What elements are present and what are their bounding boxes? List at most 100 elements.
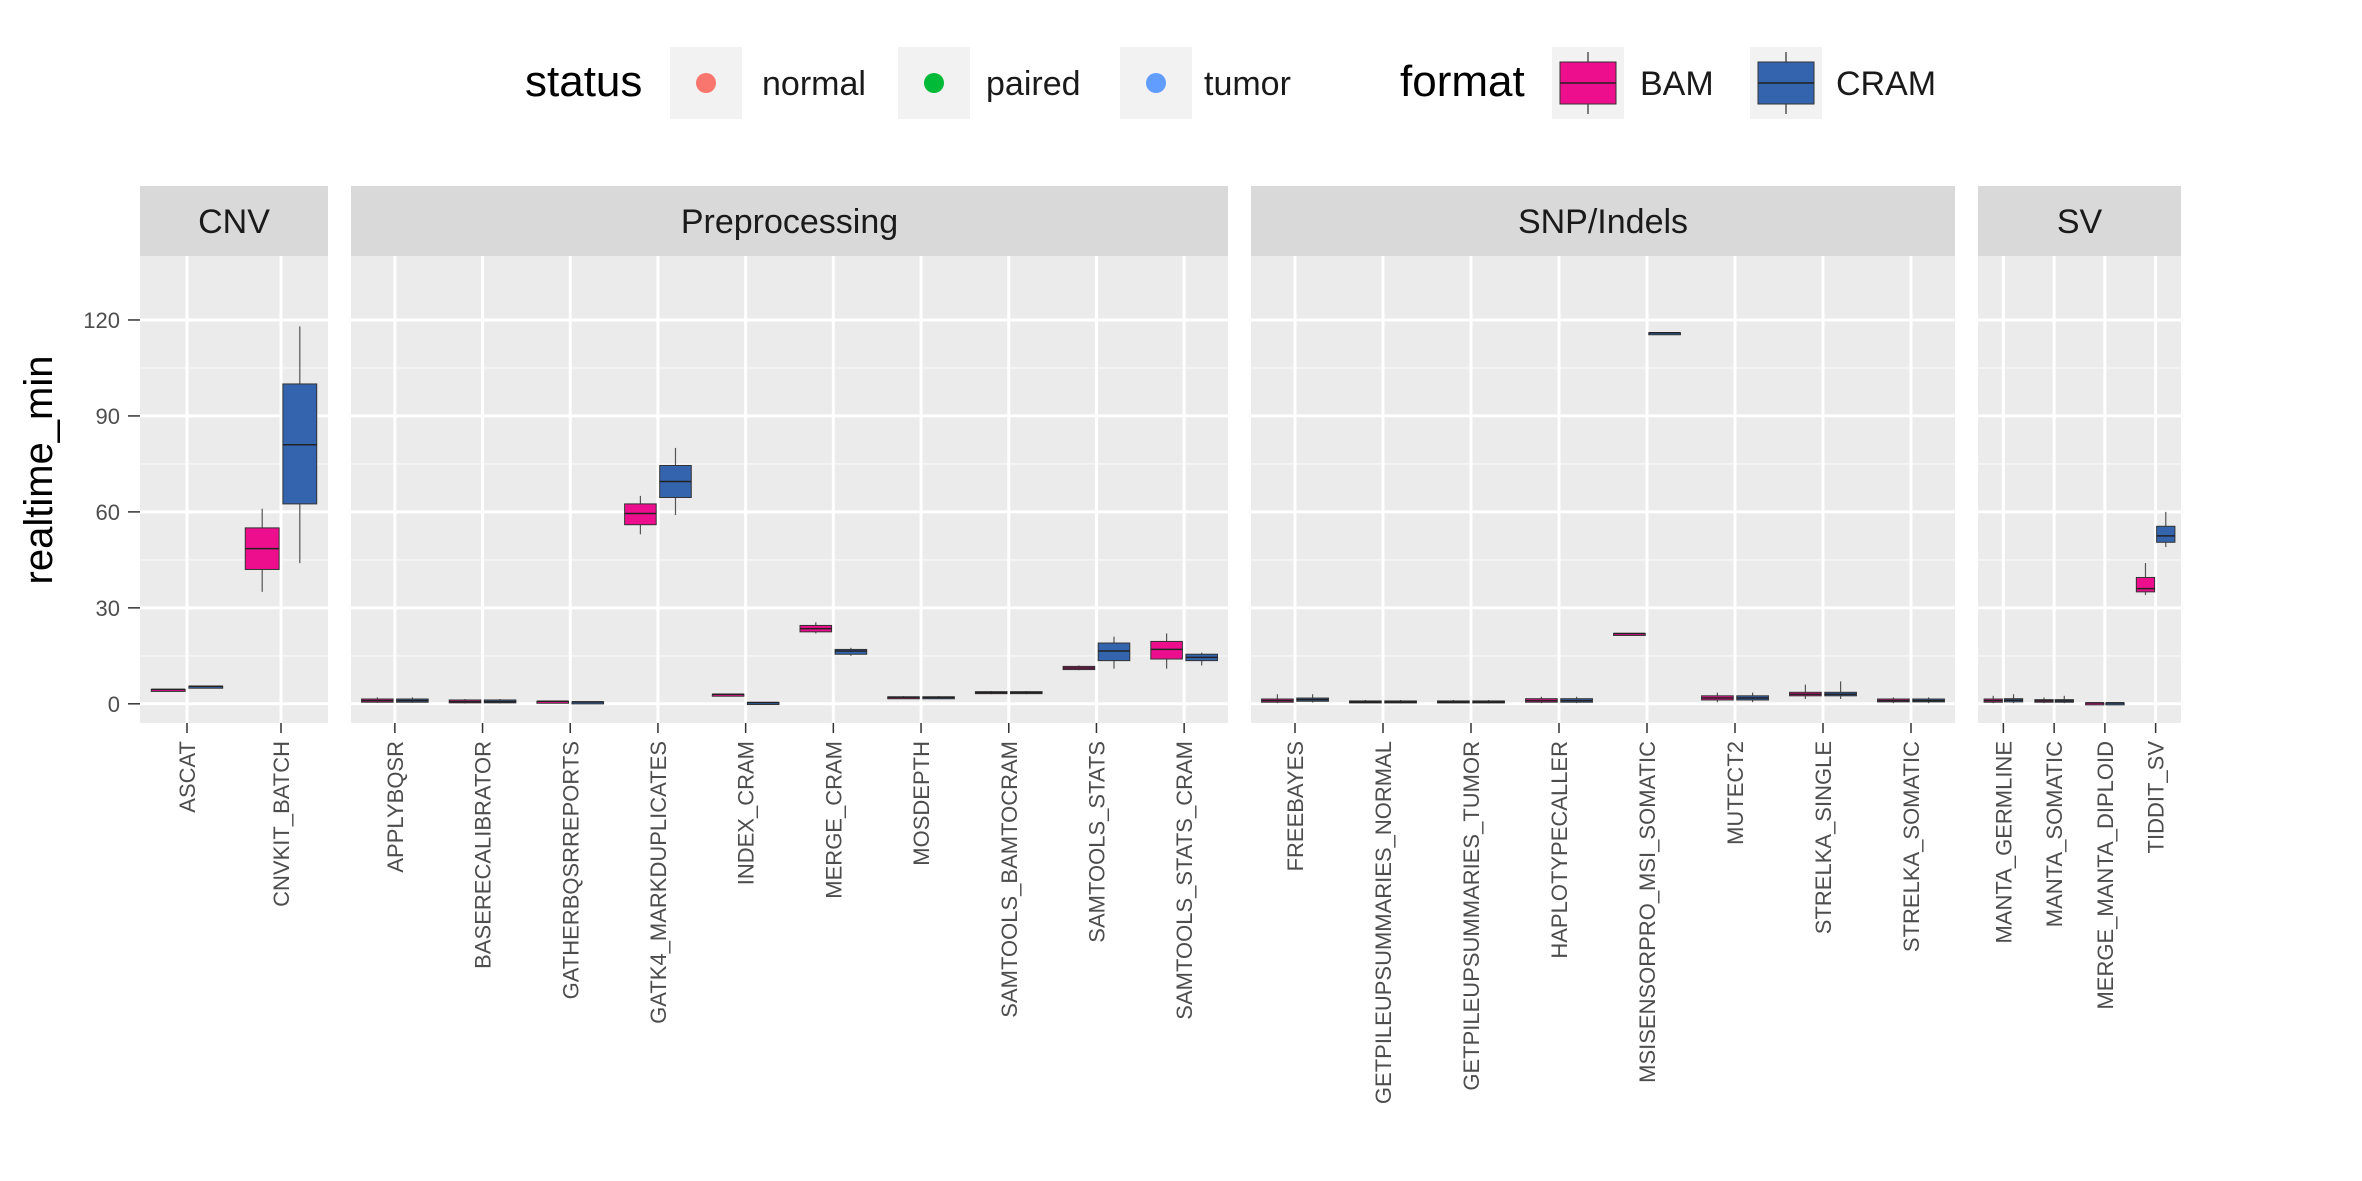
- box-bam: [2135, 563, 2156, 596]
- facets: 0 30 60 90 120 CNV ASCAT CNVKIT_BATCH Preprocess…: [83, 186, 2181, 1104]
- box-cram: [922, 696, 955, 700]
- x-tick-label: MOSDEPTH: [909, 741, 934, 866]
- x-tick-label: GETPILEUPSUMMARIES_TUMOR: [1459, 741, 1484, 1091]
- box-bam: [1525, 696, 1558, 704]
- legend-key-point: [1146, 73, 1166, 93]
- box-cram: [282, 326, 318, 564]
- x-tick-label: MANTA_SOMATIC: [2042, 741, 2067, 927]
- facet-strip-label: SV: [2057, 203, 2103, 241]
- y-tick-label: 60: [96, 500, 120, 525]
- x-tick-label: GETPILEUPSUMMARIES_NORMAL: [1371, 741, 1396, 1104]
- facet-panel: Preprocessing APPLYBQSR BASERECALIBRATOR GA…: [351, 186, 1228, 1024]
- box-cram: [1010, 691, 1043, 695]
- x-tick-label: TIDDIT_SV: [2144, 741, 2169, 854]
- box-cram: [1648, 332, 1681, 336]
- x-tick-label: BASERECALIBRATOR: [471, 741, 496, 969]
- box-bam: [711, 693, 745, 697]
- facet-panel: CNV ASCAT CNVKIT_BATCH: [140, 186, 328, 907]
- box-bam: [361, 697, 394, 703]
- x-tick-label: GATK4_MARKDUPLICATES: [646, 741, 671, 1024]
- box-cram: [1824, 681, 1857, 700]
- box-cram: [2003, 694, 2024, 704]
- legend-item: BAM: [1552, 47, 1714, 119]
- box-cram: [1912, 697, 1945, 704]
- x-tick-label: STRELKA_SOMATIC: [1899, 741, 1924, 952]
- box-cram: [396, 697, 429, 703]
- box-cram: [834, 647, 868, 656]
- box-bam: [150, 688, 186, 692]
- x-tick-label: GATHERBQSRREPORTS: [558, 741, 583, 999]
- box-cram: [1185, 652, 1218, 666]
- box-body: [2156, 525, 2176, 543]
- box-body: [834, 648, 868, 655]
- legend-item: normal: [670, 47, 866, 119]
- legend: status normal paired tumor format BAM CRAM: [525, 47, 1936, 119]
- box-bam: [1613, 632, 1646, 636]
- panel-background: [1978, 256, 2181, 723]
- x-tick-label: SAMTOOLS_STATS: [1084, 741, 1109, 943]
- box-cram: [2105, 702, 2125, 706]
- panel-background: [351, 256, 1228, 723]
- box-bam: [1261, 694, 1294, 704]
- box-body: [1097, 642, 1131, 662]
- x-tick-label: MUTECT2: [1723, 741, 1748, 845]
- x-tick-label: MERGE_CRAM: [821, 741, 846, 899]
- box-cram: [1097, 636, 1131, 669]
- legend-item: CRAM: [1750, 47, 1936, 119]
- x-tick-label: INDEX_CRAM: [734, 741, 759, 885]
- box-body: [624, 503, 657, 526]
- box-cram: [483, 699, 517, 704]
- legend-item: tumor: [1120, 47, 1291, 119]
- legend-label: normal: [762, 65, 866, 103]
- facet-strip: [1251, 186, 1955, 256]
- y-tick-label: 120: [83, 308, 120, 333]
- box-bam: [2085, 702, 2105, 706]
- box-bam: [2034, 697, 2054, 704]
- y-tick-label: 90: [96, 404, 120, 429]
- legend-key-point: [696, 73, 716, 93]
- legend-label: paired: [986, 65, 1081, 103]
- panel-background: [1251, 256, 1955, 723]
- box-body: [1150, 640, 1183, 660]
- x-tick-label: CNVKIT_BATCH: [269, 741, 294, 907]
- legend-item: paired: [898, 47, 1081, 119]
- box-bam: [974, 691, 1008, 695]
- facet-strip-label: Preprocessing: [681, 203, 898, 241]
- x-tick-label: ASCAT: [175, 741, 200, 813]
- box-cram: [659, 447, 692, 516]
- x-tick-label: SAMTOOLS_STATS_CRAM: [1172, 741, 1197, 1020]
- box-bam: [1437, 699, 1470, 704]
- facet-panel: SV MANTA_GERMLINE MANTA_SOMATIC MERGE_MANTA…: [1978, 186, 2181, 1010]
- box-bam: [1789, 684, 1822, 700]
- box-bam: [1877, 697, 1910, 704]
- facet-strip-label: SNP/Indels: [1518, 203, 1688, 241]
- box-bam: [448, 699, 482, 704]
- box-cram: [1296, 694, 1329, 703]
- box-bam: [1701, 692, 1734, 703]
- legend-label: tumor: [1204, 65, 1291, 103]
- legend-title: format: [1400, 57, 1525, 106]
- box-bam: [1150, 633, 1183, 669]
- facet-strip-label: CNV: [198, 203, 270, 241]
- box-cram: [571, 701, 605, 705]
- box-cram: [746, 701, 780, 706]
- box-bam: [244, 508, 280, 592]
- x-tick-label: STRELKA_SINGLE: [1811, 741, 1836, 934]
- y-axis-title: realtime_min: [17, 356, 61, 585]
- box-bam: [1349, 699, 1382, 704]
- box-cram: [2054, 695, 2074, 704]
- x-tick-label: MERGE_MANTA_DIPLOID: [2093, 741, 2118, 1010]
- facet-strip: [1978, 186, 2181, 256]
- box-bam: [536, 700, 569, 704]
- box-body: [282, 383, 318, 505]
- x-tick-label: HAPLOTYPECALLER: [1547, 741, 1572, 959]
- box-cram: [1560, 696, 1593, 704]
- box-bam: [799, 622, 833, 634]
- legend-key-point: [924, 73, 944, 93]
- box-bam: [887, 696, 920, 700]
- x-tick-label: MANTA_GERMLINE: [1991, 741, 2016, 944]
- legend-title: status: [525, 57, 642, 106]
- x-tick-label: APPLYBQSR: [383, 741, 408, 873]
- box-cram: [188, 685, 224, 689]
